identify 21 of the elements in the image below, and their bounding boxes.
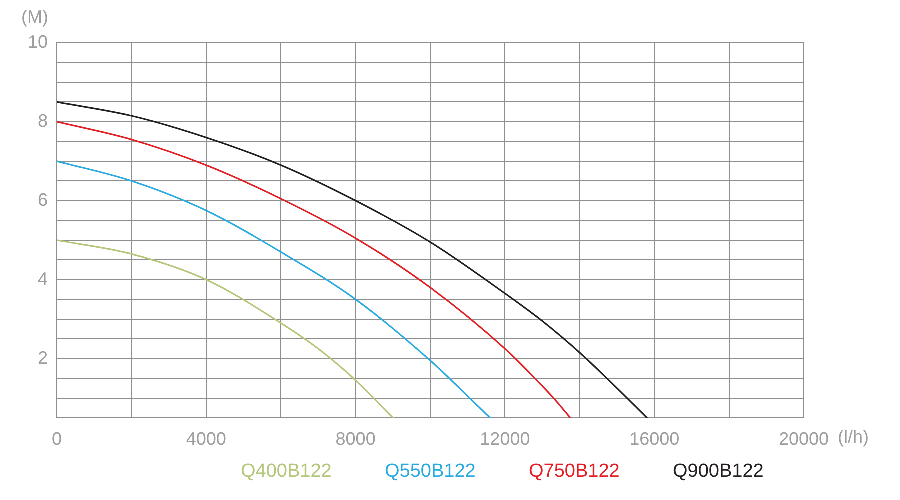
x-tick-label: 8000: [336, 428, 376, 449]
x-tick-label: 16000: [630, 428, 680, 449]
y-tick-label: 8: [38, 110, 48, 131]
line-series: [57, 101, 648, 418]
y-tick-label: 4: [38, 268, 48, 289]
text: Q400B122: [241, 460, 333, 484]
x-tick-label: 0: [52, 428, 62, 449]
y-axis-title: (M): [22, 6, 48, 27]
y-tick-label: 6: [38, 190, 48, 210]
text: Q750B122: [529, 460, 621, 484]
line-series: [57, 121, 572, 418]
text: Q550B122: [385, 460, 477, 484]
x-tick-label: 20000: [778, 428, 830, 449]
y-tick-label: 10: [28, 32, 48, 52]
y-tick-label: 2: [38, 348, 48, 368]
text: Q900B122: [673, 460, 765, 484]
x-tick-label: 12000: [480, 428, 530, 449]
x-axis-title: (l/h): [838, 426, 869, 447]
line-series: [57, 240, 394, 418]
x-tick-label: 4000: [186, 428, 226, 449]
line-series: [57, 160, 492, 418]
